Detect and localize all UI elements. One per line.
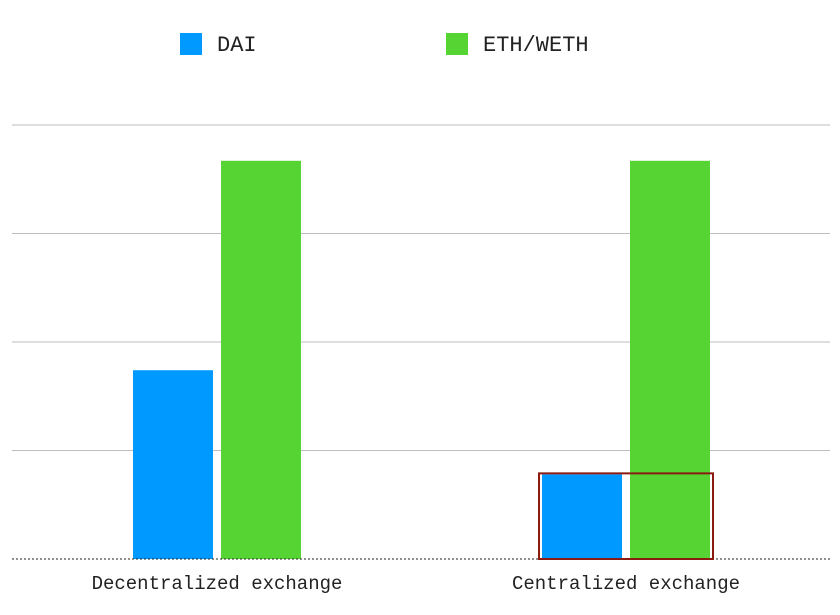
legend-label-dai: DAI <box>217 33 257 58</box>
bar-eth-weth-0 <box>221 160 301 559</box>
legend-swatch-dai <box>180 33 202 55</box>
legend: DAI ETH/WETH <box>180 33 589 58</box>
legend-label-eth-weth: ETH/WETH <box>483 33 589 58</box>
x-tick-labels: Decentralized exchange Centralized exchan… <box>92 573 740 595</box>
highlight-rect <box>538 472 714 560</box>
bar-eth-weth-1 <box>630 160 710 559</box>
legend-swatch-eth-weth <box>446 33 468 55</box>
x-tick-label: Decentralized exchange <box>92 573 343 595</box>
bar-dai-0 <box>133 370 213 559</box>
bar-dai-1 <box>542 474 622 559</box>
bars <box>133 160 710 559</box>
highlight-box <box>538 472 714 560</box>
x-tick-label: Centralized exchange <box>512 573 740 595</box>
